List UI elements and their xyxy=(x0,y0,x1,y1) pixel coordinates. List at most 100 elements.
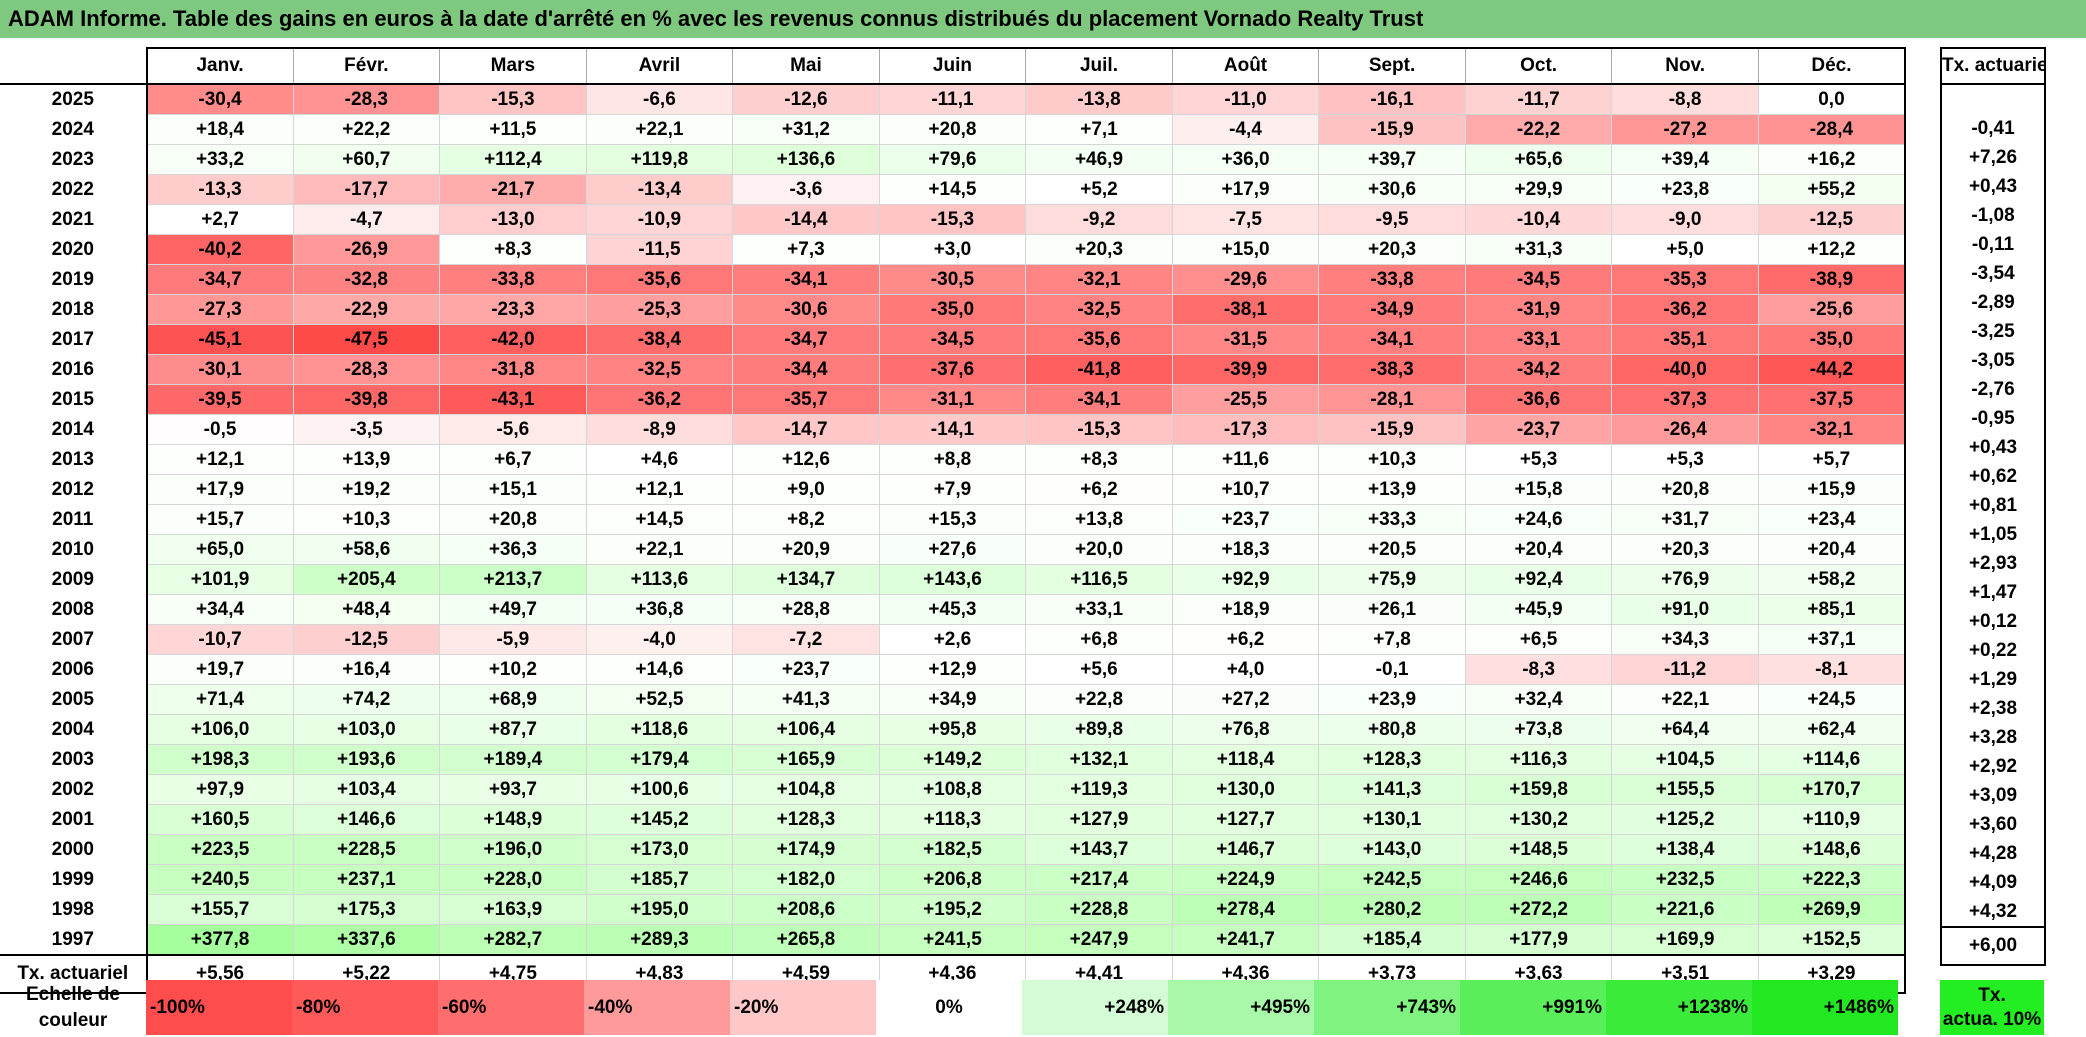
year-label: 2009 xyxy=(51,569,94,590)
legend-label-line1: Echelle de xyxy=(26,984,120,1005)
side-row: -3,05 xyxy=(1940,346,2046,375)
gain-cell: -37,6 xyxy=(878,354,1027,385)
side-row: +0,43 xyxy=(1940,433,2046,462)
side-header-row: Tx. actuariel xyxy=(1940,47,2046,85)
gain-cell: -11,1 xyxy=(878,83,1027,115)
gain-cell: +141,3 xyxy=(1318,774,1466,805)
side-header: Tx. actuariel xyxy=(1940,47,2046,85)
gain-cell: +6,5 xyxy=(1464,624,1613,655)
gain-cell: -15,9 xyxy=(1318,114,1466,145)
gain-cell: +33,1 xyxy=(1025,594,1173,625)
legend-tx-line2: actua. 10% xyxy=(1942,1009,2042,1030)
gain-cell: +15,8 xyxy=(1464,474,1613,505)
month-header: Nov. xyxy=(1611,47,1759,85)
tx-cell: -0,11 xyxy=(1940,230,2046,259)
gain-cell: -12,5 xyxy=(1757,204,1906,235)
gain-cell: -31,9 xyxy=(1464,294,1613,325)
month-header: Juil. xyxy=(1025,47,1173,85)
legend-cell: 0% xyxy=(876,980,1022,1035)
gain-cell: -30,5 xyxy=(878,264,1027,295)
gain-cell: -34,1 xyxy=(1318,324,1466,355)
gain-cell: +19,2 xyxy=(292,474,441,505)
gain-cell: +9,0 xyxy=(732,474,880,505)
gain-cell: +34,4 xyxy=(145,594,294,625)
table-row: 2008 +34,4 +48,4 +49,7 +36,8 +28,8 +45,3 +33,1 +… xyxy=(0,594,1906,625)
gain-cell: -38,4 xyxy=(585,324,734,355)
tx-cell: +0,62 xyxy=(1940,462,2046,491)
gain-cell: +65,0 xyxy=(145,534,294,565)
gain-cell: +7,9 xyxy=(878,474,1027,505)
gain-cell: -36,6 xyxy=(1464,384,1613,415)
gain-cell: -32,1 xyxy=(1757,414,1906,445)
table-row: 2011 +15,7 +10,3 +20,8 +14,5 +8,2 +15,3 +13,8 +2… xyxy=(0,504,1906,535)
gain-cell: +15,3 xyxy=(878,504,1027,535)
gain-cell: +23,9 xyxy=(1318,684,1466,715)
year-label: 1999 xyxy=(51,869,94,890)
gain-cell: +33,3 xyxy=(1318,504,1466,535)
gain-cell: +52,5 xyxy=(585,684,734,715)
gain-cell: +136,6 xyxy=(732,144,880,175)
gain-cell: +185,7 xyxy=(585,864,734,895)
side-row: +4,28 xyxy=(1940,839,2046,868)
gain-cell: -26,9 xyxy=(292,234,441,265)
gain-cell: +11,5 xyxy=(439,114,587,145)
table-row: 2023 +33,2 +60,7 +112,4 +119,8 +136,6 +79,6 +46… xyxy=(0,144,1906,175)
side-row: +3,09 xyxy=(1940,781,2046,810)
gain-cell: +29,9 xyxy=(1464,174,1613,205)
gain-cell: +49,7 xyxy=(439,594,587,625)
month-header-row: Janv. Févr. Mars Avril Mai Juin Juil. Août Sept.… xyxy=(0,47,1906,85)
year-label: 2016 xyxy=(51,359,94,380)
gain-cell: +114,6 xyxy=(1757,744,1906,775)
tx-cell: -2,76 xyxy=(1940,375,2046,404)
gain-cell: +87,7 xyxy=(439,714,587,745)
gain-cell: -27,2 xyxy=(1611,114,1759,145)
gain-cell: -8,3 xyxy=(1464,654,1613,685)
gain-cell: +24,5 xyxy=(1757,684,1906,715)
side-total-row: +6,00 xyxy=(1940,926,2046,966)
gain-cell: +193,6 xyxy=(292,744,441,775)
tx-cell: +4,09 xyxy=(1940,868,2046,897)
gain-cell: -43,1 xyxy=(439,384,587,415)
side-row: -0,95 xyxy=(1940,404,2046,433)
gain-cell: -30,4 xyxy=(145,83,294,115)
gain-cell: +222,3 xyxy=(1757,864,1906,895)
gain-cell: +106,4 xyxy=(732,714,880,745)
table-row: 2016 -30,1 -28,3 -31,8 -32,5 -34,4 -37,6 -41,8-… xyxy=(0,354,1906,385)
tx-cell: +0,81 xyxy=(1940,491,2046,520)
table-row: 2007 -10,7 -12,5 -5,9 -4,0 -7,2 +2,6 +6,8 +6,2 +7… xyxy=(0,624,1906,655)
gain-cell: -14,7 xyxy=(732,414,880,445)
gain-cell: +34,9 xyxy=(878,684,1027,715)
gain-cell: +62,4 xyxy=(1757,714,1906,745)
gain-cell: -31,8 xyxy=(439,354,587,385)
gain-cell: -13,0 xyxy=(439,204,587,235)
gain-cell: +27,2 xyxy=(1171,684,1320,715)
gain-cell: -0,1 xyxy=(1318,654,1466,685)
year-label: 2023 xyxy=(51,149,94,170)
gain-cell: -4,7 xyxy=(292,204,441,235)
year-label: 2013 xyxy=(51,449,94,470)
gain-cell: +228,5 xyxy=(292,834,441,865)
gain-cell: +22,1 xyxy=(585,114,734,145)
gain-cell: -5,9 xyxy=(439,624,587,655)
year-label: 2018 xyxy=(51,299,94,320)
gain-cell: +195,2 xyxy=(878,894,1027,925)
gain-cell: -34,7 xyxy=(732,324,880,355)
gain-cell: +7,3 xyxy=(732,234,880,265)
gain-cell: +119,3 xyxy=(1025,774,1173,805)
gain-cell: +76,8 xyxy=(1171,714,1320,745)
gain-cell: +12,6 xyxy=(732,444,880,475)
tx-total-cell: +6,00 xyxy=(1940,926,2046,966)
table-row: 2003 +198,3 +193,6 +189,4 +179,4 +165,9 +149,2… xyxy=(0,744,1906,775)
gain-cell: +7,8 xyxy=(1318,624,1466,655)
table-row: 1997 +377,8 +337,6 +282,7 +289,3 +265,8 +241,5… xyxy=(0,924,1906,956)
gain-cell: -13,3 xyxy=(145,174,294,205)
gain-cell: -35,0 xyxy=(878,294,1027,325)
gain-cell: -9,5 xyxy=(1318,204,1466,235)
gain-cell: +269,9 xyxy=(1757,894,1906,925)
gain-cell: -12,5 xyxy=(292,624,441,655)
gain-cell: -28,3 xyxy=(292,354,441,385)
gain-cell: +103,0 xyxy=(292,714,441,745)
gain-cell: +289,3 xyxy=(585,924,734,956)
gain-cell: -35,6 xyxy=(585,264,734,295)
gain-cell: +92,9 xyxy=(1171,564,1320,595)
